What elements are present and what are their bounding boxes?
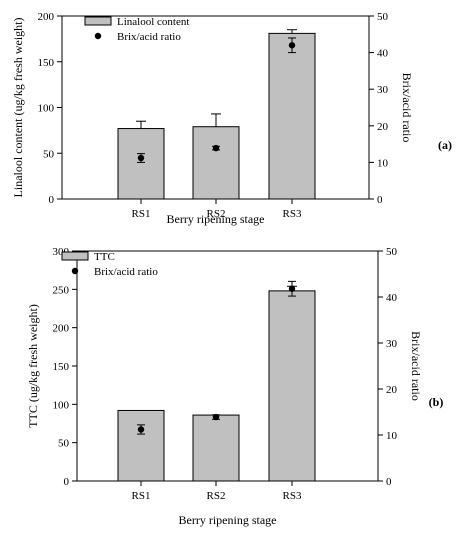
- y-tick-label-left: 0: [64, 476, 70, 488]
- y-tick-label-right: 0: [386, 476, 392, 488]
- y-axis-title-left: TTC (ug/kg fresh weight): [26, 304, 40, 428]
- y-axis-title-right: Brix/acid ratio: [409, 331, 423, 401]
- x-tick-label: RS3: [283, 208, 302, 220]
- x-tick-label: RS2: [207, 490, 226, 502]
- y-tick-label-left: 150: [38, 57, 55, 69]
- y-tick-label-right: 10: [386, 430, 398, 442]
- bar-rs2: [192, 126, 240, 200]
- legend-bar-swatch: [61, 251, 89, 261]
- bar-rs1: [117, 409, 165, 482]
- y-tick-label-left: 150: [53, 361, 70, 373]
- y-axis-title-left: Linalool content (ug/kg fresh weight): [11, 18, 25, 198]
- x-axis-title: Berry ripening stage: [179, 513, 277, 527]
- legend-label: Brix/acid ratio: [117, 31, 181, 43]
- legend-label: Brix/acid ratio: [94, 266, 158, 278]
- y-tick-label-right: 10: [377, 157, 389, 169]
- legend-point-swatch: [71, 267, 79, 275]
- y-tick-label-left: 200: [38, 11, 55, 23]
- y-tick-label-left: 50: [43, 148, 55, 160]
- y-tick-label-right: 20: [386, 384, 398, 396]
- panel-label: (b): [429, 395, 444, 409]
- bar-rs3: [268, 290, 316, 482]
- y-tick-label-left: 250: [53, 284, 70, 296]
- x-tick-label: RS2: [207, 208, 226, 220]
- x-tick-label: RS3: [283, 490, 302, 502]
- point-rs2: [212, 413, 220, 421]
- y-tick-label-right: 40: [377, 48, 389, 60]
- legend-bar-swatch: [84, 16, 112, 26]
- point-rs1: [137, 426, 145, 433]
- x-tick-label: RS1: [132, 208, 151, 220]
- y-tick-label-left: 200: [53, 323, 70, 335]
- panel-label: (a): [438, 138, 452, 152]
- legend-label: Linalool content: [117, 16, 189, 28]
- legend-point-swatch: [94, 32, 102, 40]
- point-rs2: [212, 144, 220, 152]
- bar-rs1: [117, 128, 165, 200]
- point-rs3: [288, 285, 296, 292]
- legend-label: TTC: [94, 251, 115, 263]
- y-tick-label-right: 40: [386, 292, 398, 304]
- y-tick-label-left: 100: [38, 103, 55, 115]
- point-rs3: [288, 42, 296, 49]
- y-tick-label-right: 30: [377, 84, 389, 96]
- x-axis-title: Berry ripening stage: [167, 212, 265, 226]
- y-tick-label-right: 30: [386, 338, 398, 350]
- y-tick-label-left: 100: [53, 399, 70, 411]
- bar-rs3: [268, 32, 316, 200]
- chart-panel-a: 0 50 100 150 200 0 10 20 30 40 50 RS1 RS2 RS3 Berry ri…: [11, 11, 452, 226]
- y-axis-title-right: Brix/acid ratio: [400, 73, 414, 143]
- x-tick-label: RS1: [132, 490, 151, 502]
- y-tick-label-right: 20: [377, 121, 389, 133]
- y-tick-label-right: 50: [386, 246, 398, 258]
- y-tick-label-right: 50: [377, 11, 389, 23]
- bar-rs2: [192, 414, 240, 482]
- y-tick-label-left: 50: [58, 438, 70, 450]
- y-tick-label-left: 0: [49, 194, 55, 206]
- y-tick-label-right: 0: [377, 194, 383, 206]
- point-rs1: [137, 154, 145, 162]
